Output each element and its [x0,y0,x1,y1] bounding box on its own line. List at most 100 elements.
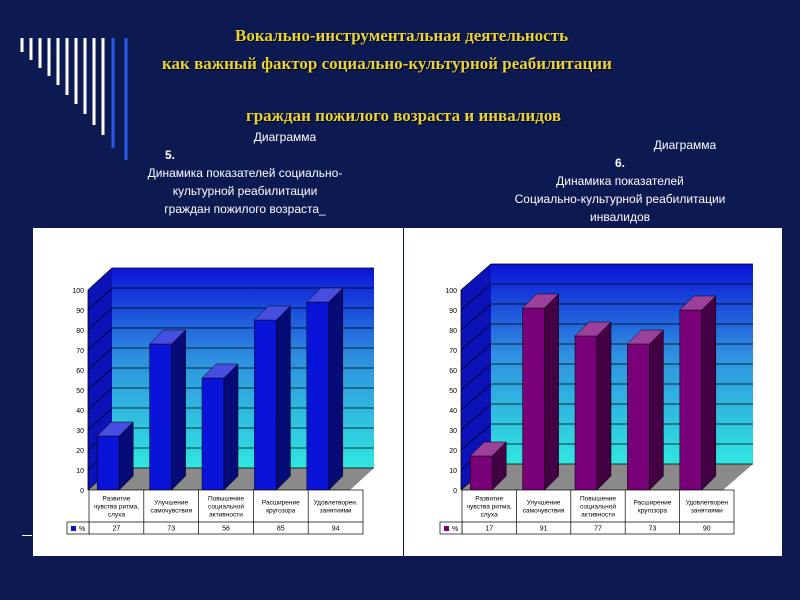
category-label: Улучшение самочувствия [150,500,192,515]
data-value-label: 73 [167,526,175,533]
chart-panel-left: 0 10 20 30 40 50 60 70 80 90 100% Развитие чувства р… [33,228,403,556]
legend-swatch [444,526,449,531]
bar-top [626,329,665,345]
caption-left-line5: граждан пожилого возраста_ [164,202,326,216]
bar-side [276,305,291,491]
caption-right-line3: Динамика показателей [556,174,684,188]
data-value-label: 91 [540,526,548,533]
data-value-label: 90 [703,526,711,533]
legend-label: % [452,526,458,533]
y-tick-label: 0 [80,488,84,495]
caption-left-line3: Динамика показателей социально- [147,166,343,180]
bar-3 [253,305,292,491]
category-label: Улучшение самочувствия [523,500,565,515]
bar-2 [201,363,239,491]
title-line-2: как важный фактор социально-культурной р… [162,54,612,73]
gridline [460,403,753,431]
bar-side [328,287,344,491]
caption-left-line1: Диаграмма [253,130,317,144]
data-value-label: 94 [332,526,340,533]
category-label: Удовлетворен занятиями [686,500,729,515]
caption-right-line4: Социально-культурной реабилитации [514,192,726,206]
bar-front [306,301,330,491]
bar-top [96,421,134,437]
bar-front [201,377,225,491]
bar-top [521,293,560,309]
caption-left-line4: культурной реабилитации [172,184,318,198]
bar-top [148,329,187,345]
bar-side [701,295,717,491]
chart-left-svg: 0 10 20 30 40 50 60 70 80 90 100% Развитие чувства р… [66,267,374,535]
bar-side [596,321,612,491]
bar-front [679,309,703,491]
bar-top [253,305,292,321]
caption-left-line2: 5. [164,148,175,162]
bar-2 [574,321,612,491]
bar-front [574,335,598,491]
y-tick-label: 90 [449,308,457,315]
bar-top [306,287,344,303]
bar-front [627,343,650,491]
y-tick-label: 10 [76,468,84,475]
gridline [460,423,753,451]
bar-front [96,435,120,491]
legend-swatch [71,526,76,531]
caption-right-line2: 6. [614,156,625,170]
bar-4 [306,287,344,491]
y-tick-label: 90 [76,308,84,315]
y-tick-label: 0 [453,488,457,495]
legend-cell [439,521,463,535]
title-line-1: Вокально-инструментальная деятельность [235,26,569,45]
category-label: Повышение социальной активности [580,496,616,519]
category-label: Развитие чувства ритма, слуха [94,496,139,519]
category-label: Повышение социальной активности [208,496,244,519]
y-tick-label: 70 [449,348,457,355]
y-tick-label: 60 [76,368,84,375]
y-tick-label: 50 [449,388,457,395]
category-label: Расширение кругозора [633,500,671,515]
stray-dash [22,535,32,536]
data-value-label: 17 [485,526,493,533]
caption-left: Диаграмма 5. Динамика показателей социал… [100,128,390,218]
y-tick-label: 70 [76,348,84,355]
legend-label: % [79,526,85,533]
y-tick-label: 80 [449,328,457,335]
bar-front [469,455,493,491]
gridline [87,287,374,311]
gridline [460,323,753,351]
legend-cell [66,521,90,535]
category-label: Удовлетворен. занятиями [314,500,358,515]
data-value-label: 73 [649,526,657,533]
y-tick-label: 30 [76,428,84,435]
y-tick-label: 30 [449,428,457,435]
bar-top [469,441,507,457]
bar-front [254,319,277,491]
bar-4 [679,295,717,491]
data-value-label: 77 [594,526,602,533]
bar-side [171,329,186,491]
y-tick-label: 20 [76,448,84,455]
bar-side [223,363,239,491]
bar-top [574,321,612,337]
data-table [88,489,364,535]
category-label: Развитие чувства ритма, слуха [467,496,512,519]
y-tick-label: 50 [76,388,84,395]
title-line-3: граждан пожилого возраста и инвалидов [246,106,562,125]
data-table [461,489,735,535]
y-tick-label: 100 [445,288,457,295]
y-tick-label: 20 [449,448,457,455]
bar-top [201,363,239,379]
bar-1 [148,329,187,491]
chart-right-svg: 0 10 20 30 40 50 60 70 80 90 100% Развитие чувства р… [439,263,753,535]
y-tick-label: 100 [72,288,84,295]
bar-1 [521,293,560,491]
bar-3 [626,329,665,491]
y-tick-label: 80 [76,328,84,335]
bar-front [522,307,545,491]
gridline [87,267,374,291]
gridline [460,383,753,411]
gridline [460,303,753,331]
gridline [460,263,753,291]
gridline [460,343,753,371]
gridline [460,363,753,391]
